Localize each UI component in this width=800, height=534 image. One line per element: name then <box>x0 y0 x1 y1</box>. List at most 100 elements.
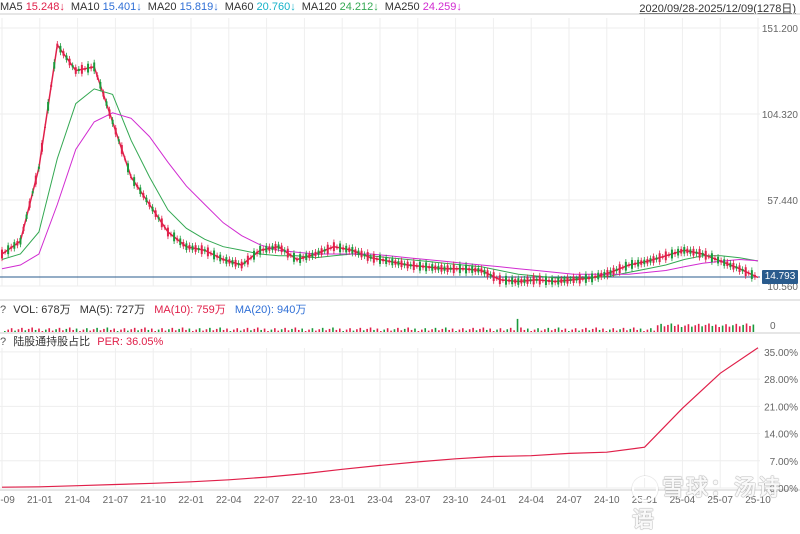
candle <box>382 259 385 262</box>
volume-bar <box>202 330 204 332</box>
candle <box>385 257 388 265</box>
candle <box>532 275 535 285</box>
candle <box>99 81 102 89</box>
volume-bar <box>27 328 30 332</box>
volume-bar <box>332 327 334 332</box>
volume-bar <box>277 330 280 332</box>
candle <box>597 272 600 280</box>
volume-bar <box>21 327 23 332</box>
vol-ma5: MA(5): 727万 <box>79 304 146 316</box>
holding-ratio-label: 陆股通持股占比 <box>13 336 91 348</box>
volume-bar <box>226 328 228 332</box>
candle <box>729 262 732 268</box>
candle <box>649 258 652 263</box>
volume-bar <box>520 327 522 332</box>
volume-bar <box>656 325 659 332</box>
series-holding-ratio <box>1 347 759 488</box>
help-icon[interactable]: ? <box>0 336 7 348</box>
holding-ratio-value: PER: 36.05% <box>97 336 164 348</box>
x-tick-label: 22-07 <box>254 495 280 506</box>
x-tick-label: 24-07 <box>556 495 582 506</box>
candle <box>640 260 643 265</box>
candle <box>145 197 148 203</box>
volume-bar <box>629 328 632 332</box>
volume-bar <box>458 329 461 332</box>
candle <box>87 63 90 73</box>
volume-bar <box>626 330 628 332</box>
volume-bar <box>157 329 160 332</box>
ma-label: MA250 <box>384 1 423 13</box>
candle <box>489 274 492 277</box>
candle <box>237 262 240 266</box>
candle <box>747 273 750 275</box>
volume-bar <box>380 331 382 332</box>
volume-bar <box>181 327 184 332</box>
x-tick-label: 24-04 <box>518 495 544 506</box>
volume-bar <box>45 329 47 332</box>
candle <box>391 258 394 266</box>
candle <box>704 250 707 260</box>
volume-bar <box>352 330 355 332</box>
volume-bar <box>578 330 580 332</box>
candle <box>154 210 157 217</box>
volume-bar <box>297 329 300 332</box>
candle <box>74 67 77 74</box>
volume-bar <box>301 328 303 332</box>
volume-bar <box>397 327 399 332</box>
help-icon[interactable]: ? <box>0 304 7 316</box>
volume-bar <box>677 324 679 332</box>
candle <box>492 272 495 282</box>
volume-bar <box>188 328 191 332</box>
candle <box>695 251 698 254</box>
volume-bar <box>137 330 139 332</box>
candle <box>182 242 185 247</box>
candle <box>738 265 741 272</box>
candle <box>93 62 96 72</box>
candle <box>661 256 664 258</box>
volume-bar <box>171 327 174 332</box>
volume-bar <box>448 329 450 332</box>
candle <box>163 227 166 229</box>
candle <box>31 191 34 194</box>
volume-bar <box>140 328 143 332</box>
volume-bar <box>7 329 10 332</box>
candle <box>683 247 686 254</box>
volume-bar <box>311 328 314 332</box>
candle <box>240 261 243 269</box>
volume-bar <box>530 331 532 332</box>
candle <box>664 251 667 261</box>
date-range-label[interactable]: 2020/09/28-2025/12/09(1278日) <box>639 3 796 15</box>
volume-bar <box>475 330 478 332</box>
candle <box>643 259 646 265</box>
candle <box>406 261 409 269</box>
candle <box>449 267 452 270</box>
candle <box>148 202 151 207</box>
candle <box>753 274 756 278</box>
volume-bar <box>154 331 156 332</box>
volume-bar <box>602 328 604 332</box>
volume-bar <box>708 323 710 332</box>
candle <box>541 280 544 282</box>
volume-bar <box>321 327 324 332</box>
volume-bar <box>362 330 365 332</box>
ma-value: 15.401↓ <box>102 1 142 13</box>
candle <box>581 278 584 280</box>
volume-bar <box>150 328 153 332</box>
candle <box>560 278 563 284</box>
candle <box>296 259 299 261</box>
volume-bar <box>455 331 457 332</box>
volume-bar <box>485 329 488 332</box>
candle <box>219 254 222 262</box>
candle <box>744 267 747 277</box>
volume-bar <box>619 329 621 332</box>
volume-bar <box>65 328 68 332</box>
candle <box>56 43 59 46</box>
volume-bar <box>99 330 102 332</box>
volume-bar <box>161 328 163 332</box>
candle <box>609 270 612 275</box>
candle <box>652 256 655 263</box>
volume-bar <box>451 328 454 332</box>
candle <box>388 260 391 263</box>
volume-bar <box>113 328 115 332</box>
candle <box>631 259 633 269</box>
